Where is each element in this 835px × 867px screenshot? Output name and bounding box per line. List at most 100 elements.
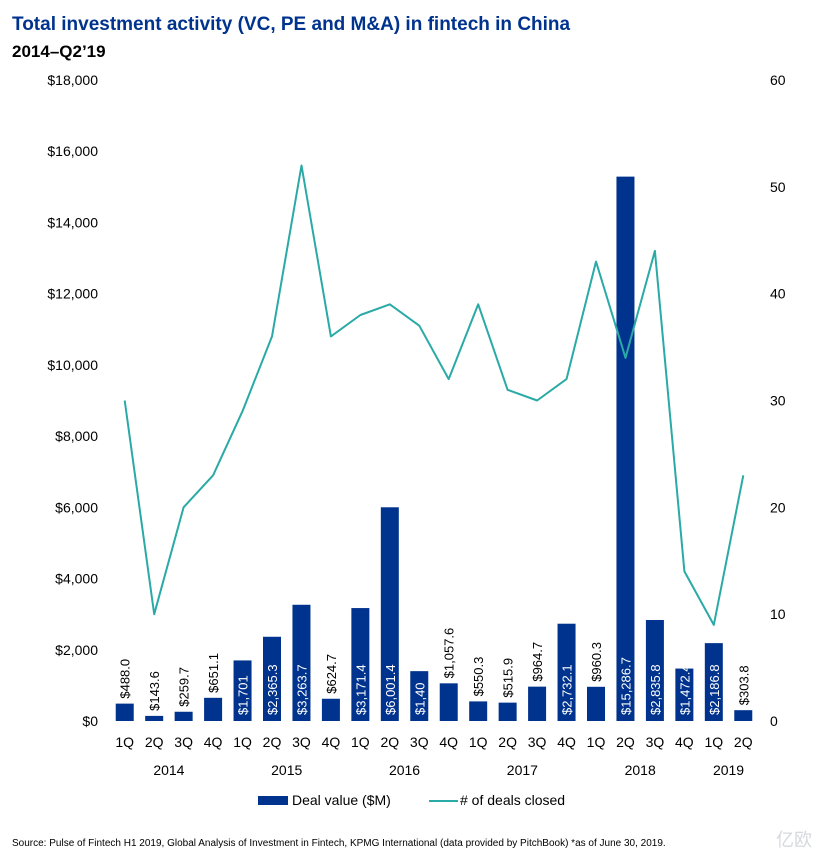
quarter-label: 2Q	[616, 734, 635, 750]
source-note: Source: Pulse of Fintech H1 2019, Global…	[12, 838, 666, 849]
bar	[587, 686, 605, 721]
bar-value-label: $1,472.4	[677, 664, 692, 715]
right-tick-label: 50	[770, 179, 786, 195]
bar-value-label: $960.3	[589, 642, 604, 682]
year-label: 2017	[507, 762, 538, 778]
year-label: 2015	[271, 762, 302, 778]
chart-subtitle: 2014–Q2’19	[12, 42, 106, 61]
bar-value-label: $259.7	[177, 667, 192, 707]
quarter-label: 2Q	[263, 734, 282, 750]
bar	[410, 671, 429, 721]
right-tick-label: 20	[770, 499, 786, 515]
quarter-label: 4Q	[557, 734, 576, 750]
bar-value-label: $3,263.7	[294, 664, 309, 715]
bar	[380, 507, 399, 721]
bar	[734, 710, 753, 721]
quarter-label: 1Q	[115, 734, 134, 750]
bar	[115, 703, 134, 721]
bar-labels: $488.0 $143.6 $259.7 $651.1 $1,701 $2,365.3 $3…	[118, 628, 752, 715]
quarter-label: 1Q	[233, 734, 252, 750]
quarter-label: 2Q	[145, 734, 164, 750]
bar	[439, 683, 458, 721]
bar-value-label: $3,171.4	[353, 664, 368, 715]
deals-line	[123, 164, 745, 626]
bar	[675, 668, 694, 721]
bar	[263, 636, 281, 721]
right-tick-label: 60	[770, 72, 786, 88]
line-series	[123, 164, 745, 626]
quarter-label: 1Q	[469, 734, 488, 750]
left-tick-label: $10,000	[47, 357, 98, 373]
quarter-label: 4Q	[322, 734, 341, 750]
bar-value-label: $550.3	[471, 657, 486, 697]
bar-value-label: $15,286.7	[618, 657, 633, 715]
bar	[174, 711, 193, 721]
right-tick-label: 40	[770, 286, 786, 302]
left-tick-label: $8,000	[55, 428, 98, 444]
bar	[351, 608, 370, 721]
bar	[645, 620, 664, 721]
bar-value-label: $488.0	[118, 659, 133, 699]
year-label: 2014	[153, 762, 184, 778]
legend: Deal value ($M) # of deals closed	[258, 792, 565, 808]
combo-chart: $0 $2,000 $4,000 $6,000 $8,000 $10,000 $12,000…	[47, 72, 786, 808]
quarter-label: 3Q	[174, 734, 193, 750]
bar-value-label: $2,835.8	[648, 664, 663, 715]
bar-value-label: $515.9	[501, 658, 516, 698]
right-tick-label: 10	[770, 606, 786, 622]
legend-label-bars: Deal value ($M)	[292, 792, 391, 808]
bar	[233, 660, 252, 721]
bar	[557, 623, 576, 721]
quarter-label: 2Q	[734, 734, 753, 750]
quarter-label: 3Q	[410, 734, 429, 750]
bar-value-label: $651.1	[206, 653, 221, 693]
bar	[321, 698, 340, 721]
x-axis: 1Q 2Q 3Q 4Q 1Q 2Q 3Q 4Q 1Q 2Q 3Q 4Q 1Q 2Q 3Q 4Q 1Q 2Q 3Q 4Q…	[115, 734, 752, 778]
bar	[498, 702, 517, 721]
left-tick-label: $0	[82, 713, 98, 729]
quarter-label: 2Q	[380, 734, 399, 750]
chart-title: Total investment activity (VC, PE and M&…	[12, 14, 571, 35]
bar-value-label: $624.7	[324, 654, 339, 694]
watermark-logo: 亿欧	[776, 830, 812, 850]
right-tick-label: 30	[770, 393, 786, 409]
quarter-label: 3Q	[292, 734, 311, 750]
bar-value-label: $964.7	[530, 642, 545, 682]
quarter-label: 1Q	[704, 734, 723, 750]
bar-value-label: $1,40	[412, 682, 427, 715]
quarter-label: 1Q	[587, 734, 606, 750]
left-tick-label: $12,000	[47, 286, 98, 302]
bar	[704, 643, 723, 721]
bar-value-label: $303.8	[736, 665, 751, 705]
left-tick-label: $14,000	[47, 214, 98, 230]
left-tick-label: $16,000	[47, 143, 98, 159]
quarter-label: 4Q	[675, 734, 694, 750]
quarter-label: 4Q	[204, 734, 223, 750]
right-axis: 0 10 20 30 40 50 60	[770, 72, 786, 729]
left-axis: $0 $2,000 $4,000 $6,000 $8,000 $10,000 $12,000…	[47, 72, 98, 729]
legend-label-line: # of deals closed	[460, 792, 565, 808]
bar-value-label: $1,701	[236, 675, 251, 715]
bar	[145, 715, 164, 721]
bar	[528, 686, 547, 721]
bar-series	[115, 176, 753, 721]
year-label: 2018	[625, 762, 656, 778]
quarter-label: 1Q	[351, 734, 370, 750]
bar-value-label: $6,001.4	[383, 664, 398, 715]
bar	[292, 604, 311, 721]
bar	[616, 176, 635, 721]
right-tick-label: 0	[770, 713, 778, 729]
bar-value-label: $143.6	[147, 671, 162, 711]
bar-value-label: $1,057.6	[442, 628, 457, 679]
left-tick-label: $18,000	[47, 72, 98, 88]
left-tick-label: $4,000	[55, 571, 98, 587]
year-label: 2019	[713, 762, 744, 778]
bar-value-label: $2,732.1	[560, 664, 575, 715]
quarter-label: 3Q	[528, 734, 547, 750]
legend-swatch-bars	[258, 796, 288, 805]
quarter-label: 4Q	[439, 734, 458, 750]
bar	[204, 697, 223, 721]
year-label: 2016	[389, 762, 420, 778]
left-tick-label: $6,000	[55, 499, 98, 515]
bar-value-label: $2,186.8	[707, 664, 722, 715]
